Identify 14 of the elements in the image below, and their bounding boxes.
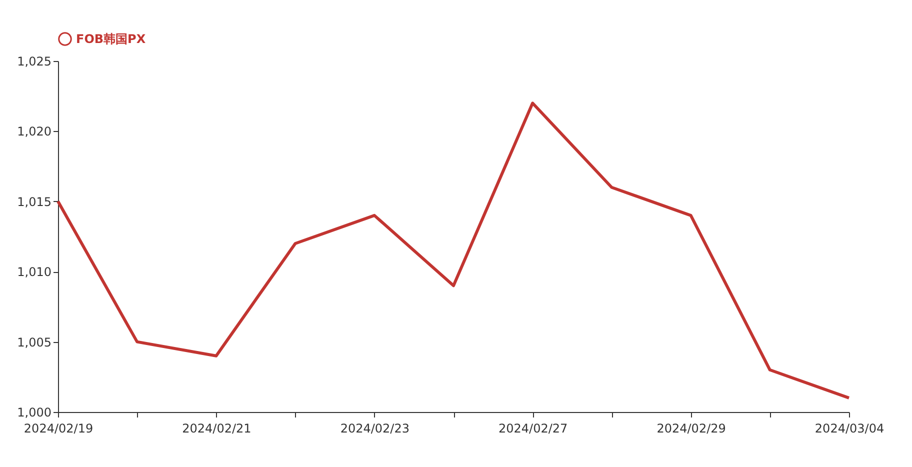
x-tick-label: 2024/02/19 xyxy=(24,422,94,436)
x-tick-label: 2024/02/29 xyxy=(656,422,726,436)
legend-label: FOB韩国PX xyxy=(76,32,146,46)
x-tick-label: 2024/02/27 xyxy=(498,422,568,436)
x-tick-label: 2024/02/21 xyxy=(182,422,252,436)
y-tick-label: 1,010 xyxy=(17,265,52,280)
y-tick-label: 1,015 xyxy=(17,194,52,209)
y-tick-label: 1,005 xyxy=(17,335,52,350)
y-tick-label: 1,000 xyxy=(17,406,52,420)
line-series xyxy=(56,102,850,400)
x-tick-label: 2024/03/04 xyxy=(814,422,884,436)
y-tick-label: 1,020 xyxy=(17,124,52,139)
x-tick-label: 2024/02/23 xyxy=(340,422,410,436)
y-tick-label: 1,025 xyxy=(17,54,52,68)
